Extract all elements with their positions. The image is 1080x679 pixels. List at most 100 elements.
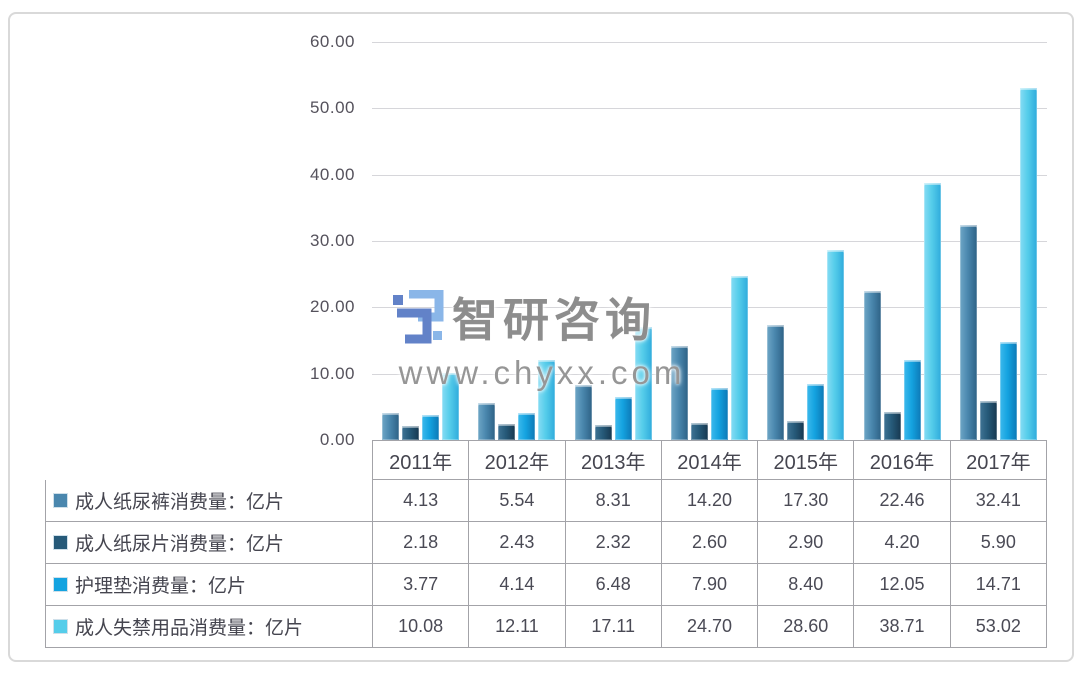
value-cell: 6.48	[566, 564, 662, 605]
legend-label: 护理垫消费量：亿片	[75, 576, 247, 597]
legend-cell: 成人纸尿片消费量：亿片	[46, 522, 373, 563]
table-row: 成人纸尿裤消费量：亿片 4.13 5.54 8.31 14.20 17.30 22.46 32…	[46, 480, 1047, 522]
bar	[1000, 342, 1018, 440]
gridline	[372, 108, 1047, 110]
legend-label: 成人纸尿片消费量：亿片	[75, 534, 285, 555]
value-cell: 4.14	[469, 564, 566, 605]
year-cell: 2012年	[469, 441, 566, 479]
legend-swatch-icon	[53, 577, 68, 592]
bar	[767, 325, 785, 440]
bar-group	[372, 42, 468, 440]
value-cell: 10.08	[373, 606, 470, 647]
value-cell: 2.32	[566, 522, 662, 563]
bar	[478, 403, 496, 440]
value-cell: 17.30	[758, 480, 855, 521]
bar	[710, 387, 728, 440]
value-cell: 2.60	[662, 522, 759, 563]
gridline	[372, 174, 1047, 176]
value-cell: 4.13	[373, 480, 470, 521]
value-cell: 3.77	[373, 564, 470, 605]
bar	[827, 250, 845, 440]
table-body: 成人纸尿裤消费量：亿片 4.13 5.54 8.31 14.20 17.30 22.46 32…	[45, 480, 1047, 648]
bar-group	[565, 42, 661, 440]
legend-swatch-icon	[53, 535, 68, 550]
value-cell: 28.60	[758, 606, 855, 647]
value-cell: 14.20	[662, 480, 759, 521]
bar	[574, 384, 592, 440]
gridline	[372, 373, 1047, 375]
bar-group	[854, 42, 950, 440]
value-cell: 5.54	[469, 480, 566, 521]
year-cell: 2013年	[566, 441, 662, 479]
bar	[960, 225, 978, 440]
y-tick-label: 0.00	[319, 430, 355, 449]
gridline	[372, 42, 1047, 43]
value-cell: 24.70	[662, 606, 759, 647]
value-cell: 7.90	[662, 564, 759, 605]
bar	[518, 412, 536, 440]
y-tick-label: 20.00	[309, 297, 355, 317]
bar	[1020, 88, 1038, 440]
value-cell: 2.18	[373, 522, 470, 563]
table-row: 护理垫消费量：亿片 3.77 4.14 6.48 7.90 8.40 12.05 14.71	[46, 564, 1047, 606]
value-cell: 2.43	[469, 522, 566, 563]
value-cell: 2.90	[758, 522, 855, 563]
value-cell: 12.11	[469, 606, 566, 647]
table-header-row: 2011年 2012年 2013年 2014年 2015年 2016年 2017年	[372, 440, 1047, 480]
bar	[401, 425, 419, 440]
bar	[614, 397, 632, 440]
gridline	[372, 307, 1047, 309]
value-cell: 12.05	[854, 564, 951, 605]
value-cell: 5.90	[951, 522, 1047, 563]
bar	[787, 420, 805, 440]
legend-swatch-icon	[53, 493, 68, 508]
bar	[903, 360, 921, 440]
value-cell: 17.11	[566, 606, 662, 647]
legend-cell: 成人失禁用品消费量：亿片	[46, 606, 373, 647]
bar	[381, 412, 399, 440]
y-tick-label: 10.00	[309, 363, 355, 383]
y-tick-label: 30.00	[309, 231, 355, 250]
bar	[883, 412, 901, 440]
legend-label: 成人纸尿裤消费量：亿片	[75, 492, 285, 513]
bar	[923, 183, 941, 440]
year-cell: 2014年	[662, 441, 759, 479]
bar	[594, 424, 612, 440]
bar	[634, 326, 652, 440]
bar-group	[951, 42, 1047, 440]
year-cell: 2015年	[758, 441, 855, 479]
plot-area	[372, 42, 1047, 440]
legend-cell: 护理垫消费量：亿片	[46, 564, 373, 605]
bar	[863, 291, 881, 440]
gridline	[372, 241, 1047, 242]
y-tick-label: 60.00	[309, 32, 355, 51]
year-cell: 2011年	[373, 441, 470, 479]
value-cell: 22.46	[854, 480, 951, 521]
legend-swatch-icon	[53, 619, 68, 634]
legend-label: 成人失禁用品消费量：亿片	[75, 618, 304, 639]
year-cell: 2017年	[951, 441, 1047, 479]
bar-group	[468, 42, 564, 440]
y-axis: 60.00 50.00 40.00 30.00 20.00 10.00 0.00	[255, 32, 355, 449]
bar	[670, 345, 688, 440]
value-cell: 53.02	[951, 606, 1047, 647]
value-cell: 8.40	[758, 564, 855, 605]
value-cell: 32.41	[951, 480, 1047, 521]
bar	[807, 384, 825, 440]
value-cell: 8.31	[566, 480, 662, 521]
bar	[690, 422, 708, 440]
bar-group	[758, 42, 854, 440]
bar	[538, 359, 556, 440]
table-row: 成人失禁用品消费量：亿片 10.08 12.11 17.11 24.70 28.60 38.…	[46, 606, 1047, 648]
bar	[498, 423, 516, 440]
y-tick-label: 50.00	[309, 98, 355, 118]
table-row: 成人纸尿片消费量：亿片 2.18 2.43 2.32 2.60 2.90 4.20 5.90	[46, 522, 1047, 564]
bar	[441, 373, 459, 440]
bar-group	[661, 42, 757, 440]
y-tick-label: 40.00	[309, 164, 355, 184]
bar	[421, 415, 439, 440]
value-cell: 14.71	[951, 564, 1047, 605]
year-cell: 2016年	[854, 441, 951, 479]
bar	[730, 276, 748, 440]
